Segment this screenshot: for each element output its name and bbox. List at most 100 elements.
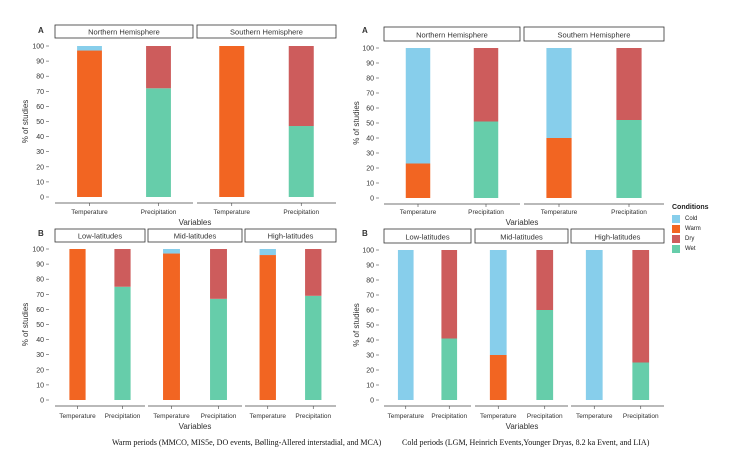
panel-warm-a-ytick-label-50: 50 [36, 119, 44, 126]
panel-cold-a-ytick-label-100: 100 [362, 46, 374, 53]
panel-cold-a-facet-southern-hemisphere-strip-title: Southern Hemisphere [558, 31, 631, 40]
panel-warm-a-facet-northern-hemisphere-strip [54, 24, 194, 39]
panel-cold-b-facet-low-latitudes-bar-temperature-cold [397, 250, 414, 400]
panel-cold-a-facet-southern-hemisphere-bar-precipitation-dry [616, 48, 642, 120]
panel-cold-b-facet-high-latitudes-xtick-label-precipitation: Precipitation [623, 413, 659, 420]
panel-warm-a-ytick-label-60: 60 [36, 104, 44, 111]
panel-warm-a-facet-northern-hemisphere-bar-temperature-warm [77, 50, 102, 197]
panel-cold-a-facet-northern-hemisphere-strip-title: Northern Hemisphere [416, 31, 488, 40]
panel-warm-a-label: A [38, 26, 44, 35]
panel-cold-b-ytick-label-10: 10 [366, 383, 374, 390]
panel-cold-a-facet-southern-hemisphere-bar-precipitation-wet [616, 120, 642, 198]
panel-warm-b-facet-low-latitudes-bar-precipitation-wet [114, 286, 131, 400]
legend-item-dry: Dry [672, 234, 709, 244]
panel-warm-a-facet-southern-hemisphere-strip [196, 24, 337, 39]
panel-cold-a-ytick-label-10: 10 [366, 181, 374, 188]
panel-warm-b-ytick-label-40: 40 [36, 337, 44, 344]
panel-warm-a-facet-northern-hemisphere-bar-temperature-cold [77, 46, 102, 51]
panel-cold-a-ytick-label-90: 90 [366, 61, 374, 68]
panel-cold-a-facet-northern-hemisphere-xtick-label-precipitation: Precipitation [468, 209, 504, 216]
panel-warm-b-facet-high-latitudes-xtick-label-precipitation: Precipitation [295, 413, 331, 420]
panel-warm-a-ytick-label-10: 10 [36, 179, 44, 186]
panel-warm-b-facet-high-latitudes-bar-precipitation-wet [305, 295, 322, 400]
panel-warm-a-ytick-label-80: 80 [36, 74, 44, 81]
panel-cold-a-facet-southern-hemisphere-xtick-label-precipitation: Precipitation [611, 209, 647, 216]
panel-warm-a-ytick-label-0: 0 [40, 195, 44, 202]
panel-warm-b-facet-mid-latitudes-xtick-label-temperature: Temperature [153, 413, 190, 420]
panel-warm-b-label: B [38, 229, 44, 238]
panel-warm-b-facet-low-latitudes-bar-precipitation-dry [114, 249, 131, 287]
panel-cold-a-ytick-label-20: 20 [366, 166, 374, 173]
panel-cold-a-facet-northern-hemisphere-bar-temperature-warm [405, 163, 431, 198]
panel-warm-a-facet-northern-hemisphere-xtick-label-temperature: Temperature [71, 209, 108, 216]
panel-cold-b-facet-high-latitudes-strip-title: High-latitudes [595, 233, 641, 242]
panel-cold-b-facet-high-latitudes-bar-precipitation-dry [632, 250, 650, 363]
caption-cold-periods: Cold periods (LGM, Heinrich Events,Young… [402, 438, 650, 447]
panel-cold-b-facet-low-latitudes-bar-precipitation-dry [441, 250, 458, 339]
panel-cold-a-ytick-label-50: 50 [366, 121, 374, 128]
panel-cold-b-facet-low-latitudes-strip [383, 228, 472, 244]
panel-warm-b-facet-mid-latitudes-bar-temperature-warm [163, 253, 180, 400]
panel-warm-b-ytick-label-70: 70 [36, 292, 44, 299]
panel-cold-b-facet-high-latitudes-bar-precipitation-wet [632, 362, 650, 400]
panel-warm-b-ytick-label-10: 10 [36, 382, 44, 389]
panel-warm-a-facet-southern-hemisphere-xtick-label-temperature: Temperature [214, 209, 251, 216]
panel-cold-b-ytick-label-80: 80 [366, 278, 374, 285]
panel-warm-b-facet-high-latitudes-bar-temperature-warm [259, 255, 276, 400]
panel-warm-a-ytick-label-40: 40 [36, 134, 44, 141]
panel-warm-b-ytick-label-20: 20 [36, 367, 44, 374]
panel-cold-a-facet-northern-hemisphere-strip [383, 26, 521, 42]
legend-label-wet: Wet [685, 246, 696, 252]
legend-swatch-wet [672, 245, 680, 253]
panel-warm-a-facet-southern-hemisphere-bar-temperature-warm [219, 46, 245, 197]
panel-warm-a-x-axis-title: Variables [179, 218, 212, 227]
panel-warm-b-facet-mid-latitudes-bar-precipitation-dry [210, 249, 227, 299]
panel-cold-a-ytick-label-40: 40 [366, 136, 374, 143]
legend-label-cold: Cold [685, 216, 698, 222]
panel-warm-a-facet-northern-hemisphere-strip-title: Northern Hemisphere [88, 28, 160, 37]
panel-warm-b-facet-mid-latitudes-bar-temperature-cold [163, 249, 180, 254]
panel-cold-a-ytick-label-60: 60 [366, 106, 374, 113]
legend-label-warm: Warm [685, 226, 701, 232]
panel-cold-a-ytick-label-0: 0 [370, 196, 374, 203]
panel-warm-a-ytick-label-20: 20 [36, 164, 44, 171]
panel-warm-a-facet-southern-hemisphere-xtick-label-precipitation: Precipitation [283, 209, 319, 216]
legend-item-cold: Cold [672, 214, 709, 224]
panel-warm-b-facet-high-latitudes-bar-temperature-cold [259, 249, 276, 256]
legend-item-warm: Warm [672, 224, 709, 234]
panel-cold-b-ytick-label-60: 60 [366, 308, 374, 315]
panel-cold-a-facet-northern-hemisphere-xtick-label-temperature: Temperature [400, 209, 437, 216]
panel-warm-a-facet-southern-hemisphere-bar-precipitation-wet [288, 126, 314, 197]
panel-warm-a-ytick-label-100: 100 [32, 44, 44, 51]
panel-warm-a-facet-southern-hemisphere-strip-title: Southern Hemisphere [230, 28, 303, 37]
panel-cold-a-facet-southern-hemisphere-strip [523, 26, 665, 42]
panel-cold-b-facet-mid-latitudes-bar-precipitation-dry [536, 250, 554, 310]
legend-swatch-dry [672, 235, 680, 243]
panel-warm-b-facet-low-latitudes-xtick-label-precipitation: Precipitation [105, 413, 141, 420]
panel-warm-b-facet-mid-latitudes-strip-title: Mid-latitudes [174, 232, 217, 241]
legend: Conditions Cold Warm Dry Wet [672, 204, 709, 254]
panel-warm-b-facet-high-latitudes-strip-title: High-latitudes [268, 232, 314, 241]
panel-cold-a-facet-northern-hemisphere-bar-temperature-cold [405, 48, 431, 164]
panel-warm-b-facet-mid-latitudes-xtick-label-precipitation: Precipitation [201, 413, 237, 420]
panel-cold-a-label: A [362, 26, 368, 35]
panel-warm-b-ytick-label-50: 50 [36, 322, 44, 329]
panel-warm-b-ytick-label-80: 80 [36, 277, 44, 284]
panel-cold-b-facet-low-latitudes-strip-title: Low-latitudes [405, 233, 449, 242]
panel-cold-b-ytick-label-40: 40 [366, 338, 374, 345]
panel-cold-b-facet-low-latitudes-xtick-label-precipitation: Precipitation [431, 413, 467, 420]
panel-cold-a-ytick-label-80: 80 [366, 76, 374, 83]
panel-cold-b-ytick-label-90: 90 [366, 263, 374, 270]
panel-warm-b-x-axis-title: Variables [179, 422, 212, 431]
panel-cold-a-ytick-label-70: 70 [366, 91, 374, 98]
panel-warm-b-facet-high-latitudes-strip [244, 228, 337, 243]
legend-title: Conditions [672, 204, 709, 211]
panel-warm-a-facet-northern-hemisphere-bar-precipitation-wet [146, 88, 171, 197]
panel-cold-b-facet-high-latitudes-bar-temperature-cold [585, 250, 603, 400]
panel-cold-a-facet-northern-hemisphere-bar-precipitation-wet [473, 121, 499, 198]
panel-warm-b-facet-low-latitudes-strip-title: Low-latitudes [78, 232, 122, 241]
panel-cold-b-facet-high-latitudes-strip [570, 228, 665, 244]
panel-warm-a-facet-southern-hemisphere-bar-precipitation-dry [288, 46, 314, 127]
panel-cold-b-facet-mid-latitudes-xtick-label-precipitation: Precipitation [527, 413, 563, 420]
